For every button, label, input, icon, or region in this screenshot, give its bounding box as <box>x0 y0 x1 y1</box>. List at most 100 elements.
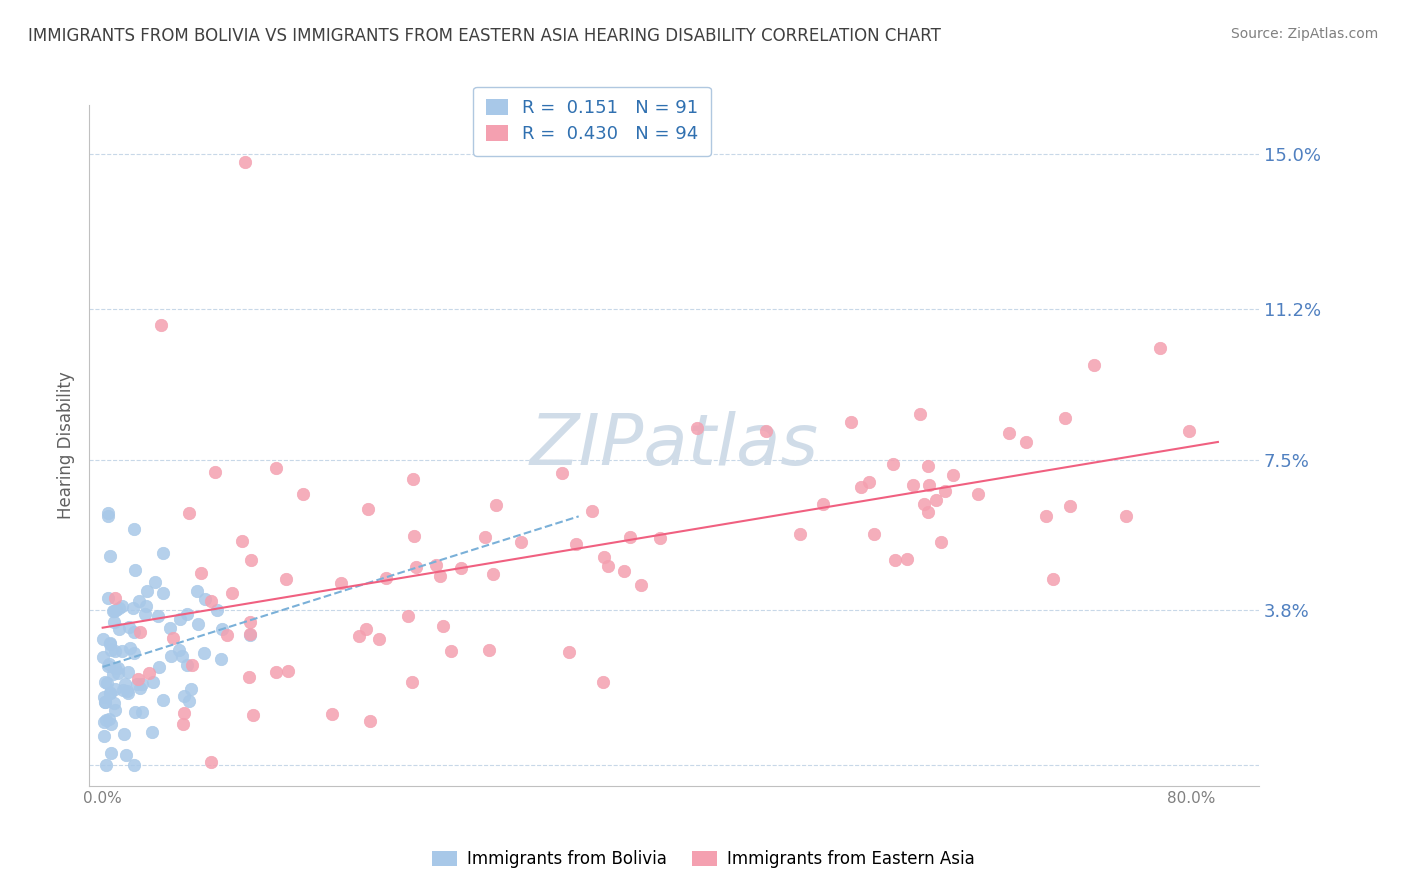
Point <box>104 591 127 605</box>
Point <box>104 703 127 717</box>
Point <box>135 599 157 613</box>
Point <box>152 586 174 600</box>
Point <box>172 717 194 731</box>
Point <box>98 637 121 651</box>
Point <box>231 534 253 549</box>
Point <box>375 571 398 585</box>
Point <box>150 318 173 332</box>
Point <box>396 608 419 623</box>
Point <box>97 659 120 673</box>
Point <box>648 531 671 545</box>
Point <box>425 558 447 572</box>
Point <box>103 696 125 710</box>
Point <box>357 502 380 516</box>
Point <box>122 625 145 640</box>
Point <box>291 487 314 501</box>
Point <box>755 425 778 439</box>
Point <box>107 622 129 636</box>
Point <box>405 560 427 574</box>
Point <box>912 497 935 511</box>
Point <box>138 665 160 680</box>
Point <box>429 568 451 582</box>
Point <box>103 604 125 618</box>
Point <box>112 682 135 697</box>
Point <box>104 644 127 658</box>
Point <box>146 609 169 624</box>
Point <box>96 758 118 772</box>
Point <box>200 755 222 769</box>
Point <box>440 644 463 658</box>
Point <box>901 478 924 492</box>
Point <box>117 686 139 700</box>
Point <box>186 583 208 598</box>
Point <box>167 642 190 657</box>
Point <box>176 658 198 673</box>
Point <box>482 567 505 582</box>
Text: ZIPatlas: ZIPatlas <box>530 411 818 480</box>
Point <box>858 475 880 490</box>
Point <box>98 686 121 700</box>
Point <box>264 461 287 475</box>
Point <box>910 407 932 421</box>
Point <box>239 627 262 641</box>
Point <box>124 758 146 772</box>
Point <box>190 566 212 580</box>
Point <box>143 574 166 589</box>
Point <box>367 632 389 647</box>
Point <box>170 648 193 663</box>
Point <box>107 666 129 681</box>
Point <box>863 527 886 541</box>
Point <box>169 612 191 626</box>
Point <box>329 575 352 590</box>
Point <box>211 623 233 637</box>
Point <box>142 674 165 689</box>
Point <box>240 553 263 567</box>
Point <box>277 664 299 678</box>
Point <box>160 648 183 663</box>
Point <box>97 506 120 520</box>
Point <box>115 748 138 763</box>
Point <box>94 714 117 728</box>
Point <box>474 530 496 544</box>
Point <box>131 677 153 691</box>
Point <box>1059 499 1081 513</box>
Point <box>111 599 134 614</box>
Point <box>811 497 834 511</box>
Point <box>274 572 297 586</box>
Point <box>122 600 145 615</box>
Point <box>193 646 215 660</box>
Point <box>141 725 163 739</box>
Point <box>917 478 939 492</box>
Point <box>630 578 652 592</box>
Point <box>96 675 118 690</box>
Point <box>97 509 120 524</box>
Point <box>152 546 174 560</box>
Point <box>97 591 120 605</box>
Point <box>128 594 150 608</box>
Point <box>100 643 122 657</box>
Point <box>124 705 146 719</box>
Point <box>883 552 905 566</box>
Point <box>115 683 138 698</box>
Point <box>103 604 125 618</box>
Point <box>107 661 129 675</box>
Point <box>217 628 239 642</box>
Point <box>239 615 262 629</box>
Point <box>509 534 531 549</box>
Point <box>1042 572 1064 586</box>
Point <box>347 629 370 643</box>
Point <box>98 635 121 649</box>
Point <box>114 677 136 691</box>
Point <box>194 591 217 606</box>
Point <box>686 421 709 435</box>
Point <box>401 675 423 690</box>
Point <box>129 625 152 640</box>
Point <box>558 645 581 659</box>
Point <box>789 526 811 541</box>
Point <box>967 487 990 501</box>
Point <box>93 715 115 730</box>
Point <box>125 677 148 691</box>
Point <box>209 651 232 665</box>
Point <box>354 622 377 636</box>
Point <box>478 642 501 657</box>
